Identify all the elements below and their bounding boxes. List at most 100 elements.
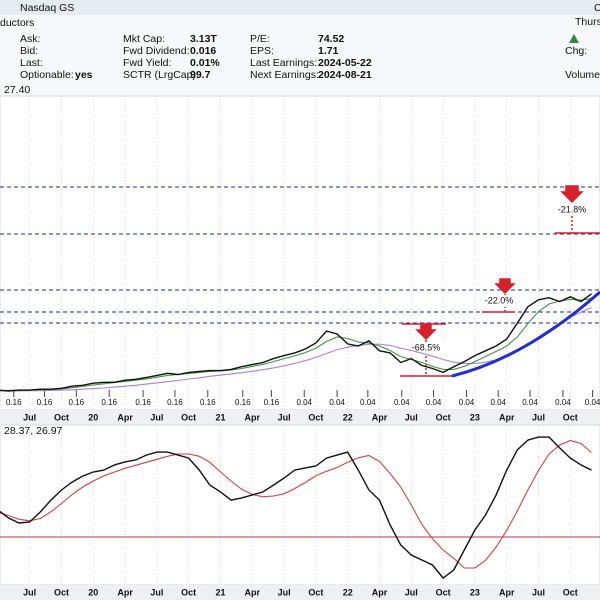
panel-label: 28.37, 26.97 (4, 425, 63, 437)
dividend-label: 0.04 (426, 398, 442, 407)
dividend-label: 0.16 (101, 398, 117, 407)
x-tick-label: Oct (54, 587, 69, 597)
dividend-label: 0.04 (296, 398, 312, 407)
dividend-label: 0.16 (6, 398, 22, 407)
field-label: Next Earnings: (250, 69, 319, 81)
x-tick-label: Apr (499, 412, 515, 422)
annotation: -22.0% (485, 295, 514, 305)
x-tick-label: Apr (499, 587, 515, 597)
field-label: Last: (20, 57, 43, 69)
x-tick-label: Oct (563, 587, 578, 597)
dividend-label: 0.16 (135, 398, 151, 407)
x-tick-label: Oct (181, 587, 196, 597)
field-value: 2024-05-22 (318, 57, 372, 69)
dividend-label: 0.16 (69, 398, 85, 407)
field-value: 0.01% (190, 57, 220, 69)
label-bg (554, 204, 590, 216)
field-label: Volume: (565, 69, 600, 81)
series-line (0, 298, 592, 391)
x-tick-label: Oct (308, 587, 323, 597)
x-tick-label: Oct (436, 412, 451, 422)
indicator-panel (0, 424, 600, 586)
field-label: Last Earnings: (250, 57, 317, 69)
series-line (0, 439, 592, 569)
x-tick-label: Jul (278, 412, 291, 422)
x-tick-label: Oct (436, 587, 451, 597)
x-tick-label: Apr (372, 412, 388, 422)
field-label: SCTR (LrgCap): (123, 69, 199, 81)
x-tick-label: 21 (215, 587, 225, 597)
industry: ductors (0, 17, 34, 29)
grid: Jul Oct 20 Apr Jul Oct 21 Apr Jul Oct 22 Apr Jul Oct 2… (0, 96, 600, 597)
x-tick-label: 23 (470, 412, 480, 422)
x-tick-label: Apr (245, 412, 261, 422)
label-bg (481, 295, 517, 307)
x-tick-label: Oct (54, 412, 69, 422)
x-axis-band (0, 585, 600, 600)
label-bg (408, 342, 444, 354)
dividend-label: 0.04 (555, 398, 571, 407)
x-axis-band (0, 410, 600, 425)
field-label: Optionable: (20, 69, 74, 81)
up-icon (569, 34, 579, 43)
title-bar (0, 0, 600, 15)
field-label: Mkt Cap: (123, 33, 165, 45)
x-tick-label: Apr (245, 587, 261, 597)
dividend-label: 0.16 (37, 398, 53, 407)
day: Thurs (575, 16, 600, 28)
annotation: -68.5% (412, 342, 441, 352)
dividend-label: 0.16 (200, 398, 216, 407)
exchange: Nasdaq GS (20, 2, 74, 14)
x-tick-label: 23 (470, 587, 480, 597)
field-label: Ask: (20, 33, 40, 45)
x-tick-label: Jul (405, 412, 418, 422)
arrow (415, 323, 437, 341)
x-tick-label: 22 (343, 412, 353, 422)
price-panel (0, 95, 600, 411)
series-line (0, 436, 592, 579)
dividend-label: 0.04 (522, 398, 538, 407)
field-label: Fwd Dividend: (123, 45, 190, 57)
field-label: P/E: (250, 33, 270, 45)
dividend-label: 0.04 (360, 398, 376, 407)
dividend-label: 0.16 (264, 398, 280, 407)
field-value: 2024-08-21 (318, 69, 372, 81)
dividend-label: 0.04 (490, 398, 506, 407)
x-tick-label: 22 (343, 587, 353, 597)
trend-curve (451, 290, 600, 378)
x-tick-label: 21 (215, 412, 225, 422)
x-tick-label: Jul (405, 587, 418, 597)
x-tick-label: Apr (372, 587, 388, 597)
arrow (494, 278, 516, 295)
field-label: Fwd Yield: (123, 57, 171, 69)
x-tick-label: 20 (88, 412, 98, 422)
series-line (0, 307, 592, 392)
arrow (560, 185, 584, 204)
panel-label: 27.40 (4, 84, 30, 96)
x-tick-label: Jul (532, 412, 545, 422)
field-value: 0.016 (190, 45, 216, 57)
header-fields: Ask:Bid:Last:Optionable: yes Mkt Cap: 3.13T… (20, 33, 600, 81)
x-tick-label: Jul (23, 412, 36, 422)
field-label: EPS: (250, 45, 274, 57)
field-value: 74.52 (318, 33, 344, 45)
x-tick-label: Jul (278, 587, 291, 597)
x-tick-label: Jul (150, 587, 163, 597)
x-tick-label: Jul (23, 587, 36, 597)
field-label: Chg: (565, 45, 587, 57)
dividend-label: 0.04 (394, 398, 410, 407)
dividend-label: 0.04 (459, 398, 475, 407)
field-label: Bid: (20, 45, 38, 57)
x-tick-label: Oct (563, 412, 578, 422)
field-value: yes (75, 69, 93, 81)
x-tick-label: Apr (117, 412, 133, 422)
x-tick-label: Jul (532, 587, 545, 597)
dividend-label: 0.16 (167, 398, 183, 407)
field-value: 99.7 (190, 69, 211, 81)
series-line (0, 293, 592, 392)
field-value: 1.71 (318, 45, 339, 57)
dividend-label: 0.04 (329, 398, 345, 407)
plot (0, 293, 592, 579)
drawdowns (400, 185, 600, 377)
